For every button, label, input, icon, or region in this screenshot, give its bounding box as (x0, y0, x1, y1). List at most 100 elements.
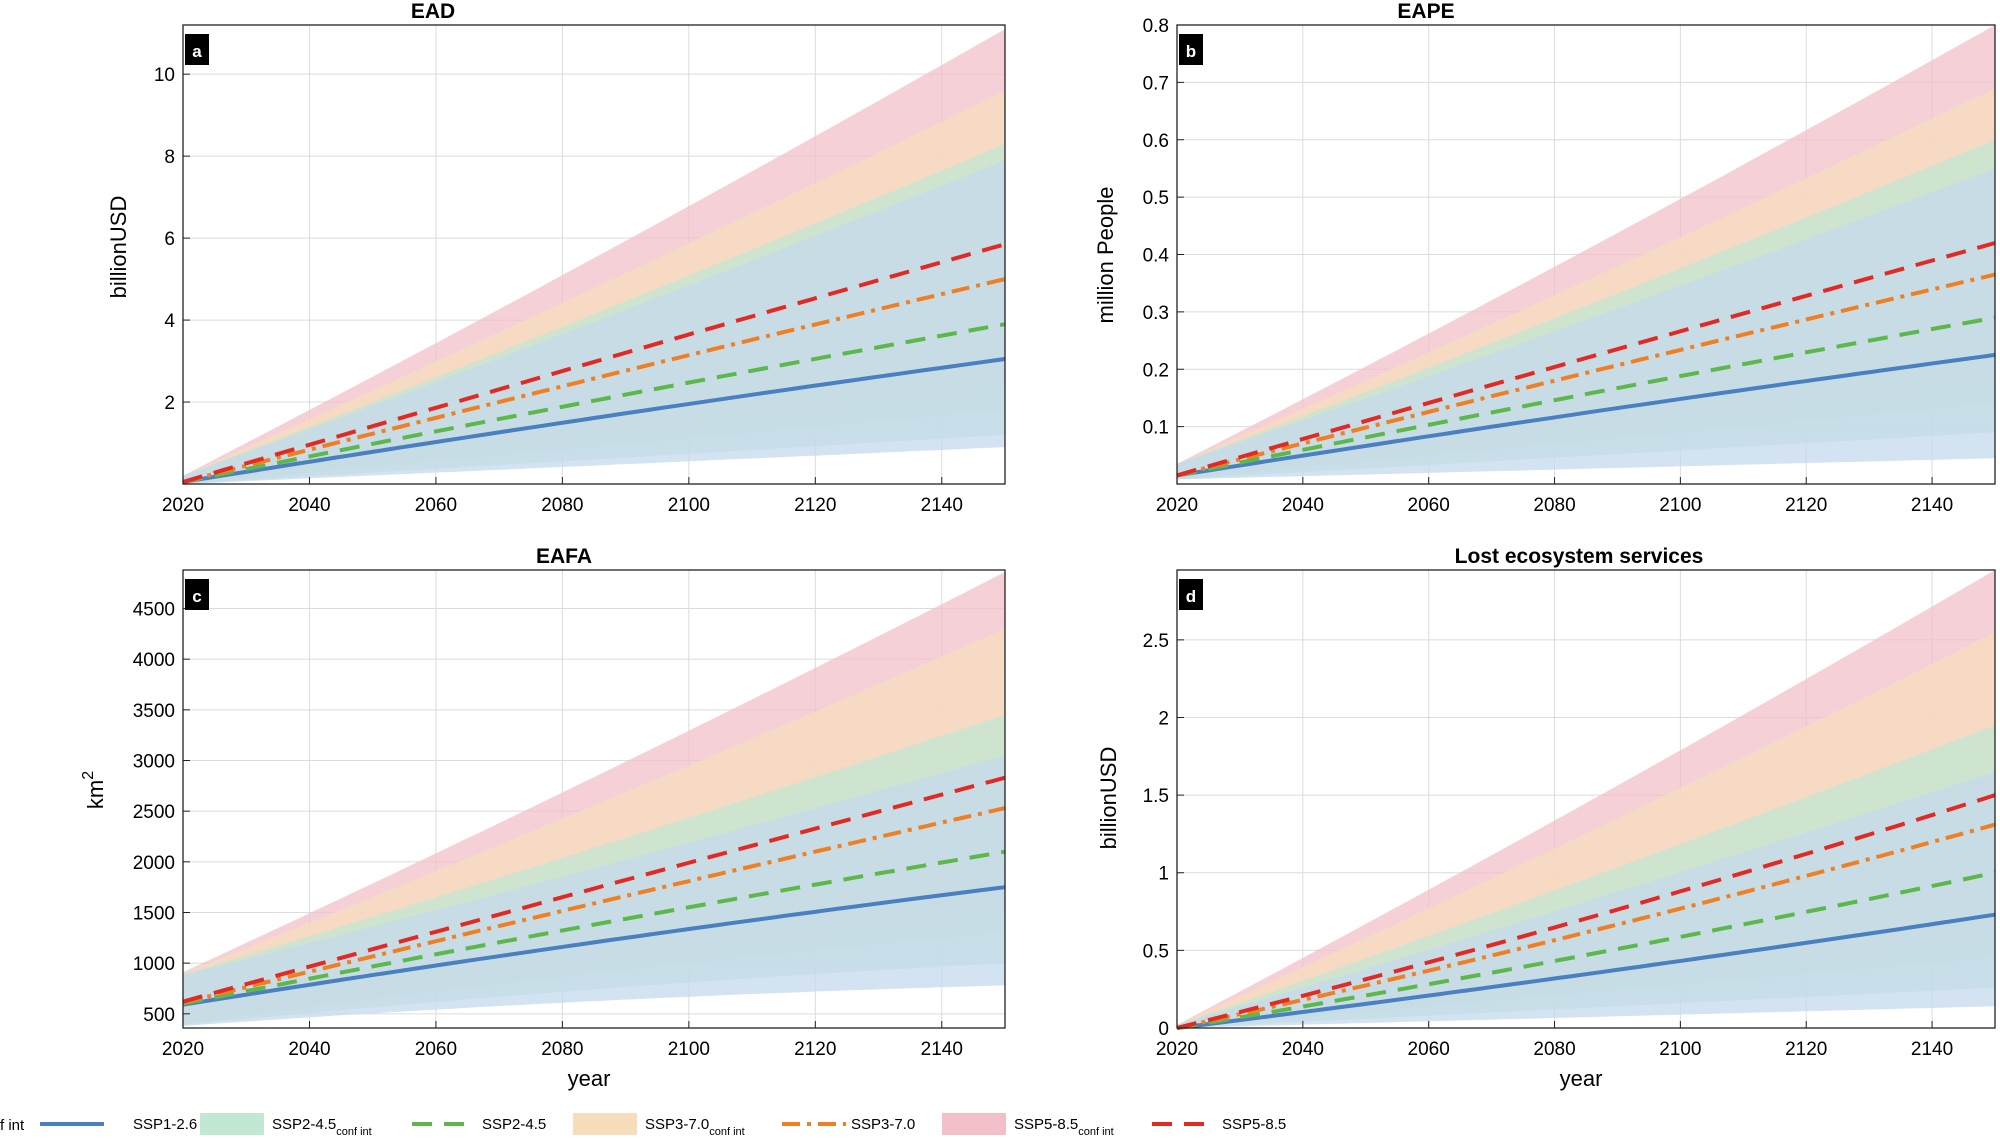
x-tick-label: 2120 (794, 495, 836, 516)
confidence-band-ssp1-2.6 (183, 755, 1005, 1026)
panel-eape: EAPE million People 2020 2040 2060 2080 2100… (1093, 0, 1996, 516)
panel-letter-badge (185, 579, 209, 610)
x-tick-label: 2060 (1408, 495, 1450, 516)
panel-letter: a (192, 42, 202, 61)
legend-label: SSP3-7.0 (851, 1116, 915, 1133)
x-tick-label: 2140 (921, 1039, 963, 1060)
confidence-band-ssp1-2.6 (183, 160, 1005, 484)
x-tick-label: 2120 (1785, 1039, 1827, 1060)
series-line-ssp1-2.6 (182, 357, 1006, 484)
y-axis-label-base: km (83, 780, 108, 809)
series-line-ssp1-2.6 (1176, 912, 1996, 1030)
legend-label: SSP1-2.6 (133, 1116, 197, 1133)
legend-swatch (200, 1113, 264, 1135)
x-tick-label: 2120 (1785, 495, 1827, 516)
y-tick-label: 8 (164, 147, 175, 168)
y-tick-label: 4000 (133, 650, 175, 671)
panel-letter: c (192, 587, 201, 606)
x-tick-label: 2080 (541, 1039, 583, 1060)
y-axis-label: million People (1093, 187, 1118, 324)
series-line-ssp3-7.0 (182, 806, 1006, 1005)
x-tick-label: 2060 (415, 1039, 457, 1060)
series-line-ssp2-4.5 (182, 322, 1006, 484)
panel-ead: EAD billionUSD 2020 2040 2060 2080 2100 2120 2… (106, 0, 1006, 516)
legend-label: SSP5-8.5conf int (1014, 1116, 1114, 1138)
y-tick-label: 0.2 (1143, 360, 1169, 381)
y-tick-label: 2.5 (1143, 631, 1169, 652)
x-tick-label: 2040 (1282, 1039, 1324, 1060)
y-tick-label: 0.5 (1143, 941, 1169, 962)
x-tick-label: 2100 (1659, 495, 1701, 516)
y-axis-label: billionUSD (1096, 747, 1121, 850)
y-tick-label: 10 (154, 65, 175, 86)
x-tick-label: 2100 (1659, 1039, 1701, 1060)
y-tick-label: 3000 (133, 751, 175, 772)
series-line-ssp3-7.0 (1176, 822, 1996, 1030)
panel-lost-ecosystem-services: Lost ecosystem services billionUSD year … (1096, 545, 1996, 1091)
y-tick-label: 1500 (133, 903, 175, 924)
series-line-ssp5-8.5 (1176, 241, 1996, 478)
y-tick-label: 0 (1158, 1019, 1169, 1040)
y-tick-label: 1.5 (1143, 786, 1169, 807)
series-line-ssp2-4.5 (1176, 315, 1996, 478)
panel-title: EAFA (536, 545, 592, 568)
x-tick-label: 2020 (1156, 1039, 1198, 1060)
x-tick-label: 2100 (668, 495, 710, 516)
x-tick-label: 2100 (668, 1039, 710, 1060)
x-tick-label: 2060 (1408, 1039, 1450, 1060)
y-tick-label: 4 (164, 311, 175, 332)
panel-title: Lost ecosystem services (1455, 545, 1704, 568)
confidence-band-ssp1-2.6 (1177, 168, 1995, 480)
series-line-ssp1-2.6 (1176, 352, 1996, 478)
plot-frame (182, 24, 1006, 485)
panel-letter: b (1186, 42, 1196, 61)
x-tick-label: 2080 (1533, 1039, 1575, 1060)
legend-partial-label: f int (0, 1117, 25, 1134)
y-tick-label: 0.3 (1143, 303, 1169, 324)
y-tick-label: 2 (1158, 708, 1169, 729)
y-tick-label: 0.4 (1143, 246, 1170, 267)
plot-frame (1176, 569, 1996, 1029)
legend-item-ssp2-4.5: SSP2-4.5 (412, 1116, 546, 1133)
y-tick-label: 0.7 (1143, 73, 1169, 94)
legend-item-ssp3-7.0: SSP3-7.0 (782, 1116, 915, 1133)
y-tick-label: 2000 (133, 853, 175, 874)
panel-title: EAD (411, 0, 455, 23)
series-line-ssp3-7.0 (1176, 272, 1996, 478)
y-axis-label: billionUSD (106, 196, 131, 299)
y-axis-label: km2 (80, 771, 108, 809)
y-tick-label: 0.8 (1143, 16, 1169, 37)
legend-swatch (942, 1113, 1006, 1135)
series-line-ssp2-4.5 (182, 849, 1006, 1006)
y-axis-label-superscript: 2 (80, 771, 97, 780)
x-tick-label: 2140 (921, 495, 963, 516)
legend-item-ssp3-7.0-conf-int: SSP3-7.0conf int (573, 1113, 745, 1138)
x-tick-label: 2120 (794, 1039, 836, 1060)
panel-letter-badge (1179, 34, 1203, 65)
y-tick-label: 0.6 (1143, 131, 1169, 152)
y-tick-label: 1 (1158, 864, 1169, 885)
legend-item-ssp5-8.5: SSP5-8.5 (1152, 1116, 1286, 1133)
series-line-ssp5-8.5 (182, 242, 1006, 484)
y-tick-label: 0.5 (1143, 188, 1169, 209)
panel-title: EAPE (1397, 0, 1454, 23)
y-tick-label: 0.1 (1143, 418, 1169, 439)
y-tick-label: 2500 (133, 802, 175, 823)
series-line-ssp2-4.5 (1176, 870, 1996, 1030)
y-tick-label: 6 (164, 229, 175, 250)
y-tick-label: 4500 (133, 600, 175, 621)
x-tick-label: 2020 (162, 1039, 204, 1060)
y-tick-label: 500 (143, 1005, 175, 1026)
x-tick-label: 2040 (288, 495, 330, 516)
legend-swatch (573, 1113, 637, 1135)
series-line-ssp5-8.5 (1176, 793, 1996, 1030)
x-tick-label: 2080 (541, 495, 583, 516)
x-tick-label: 2060 (415, 495, 457, 516)
legend-item-ssp1-2.6: SSP1-2.6 (40, 1116, 197, 1133)
panel-letter: d (1186, 587, 1196, 606)
legend-label: SSP2-4.5 (482, 1116, 546, 1133)
x-tick-label: 2040 (288, 1039, 330, 1060)
x-axis-label: year (1560, 1066, 1603, 1091)
legend-item-ssp5-8.5-conf-int: SSP5-8.5conf int (942, 1113, 1114, 1138)
